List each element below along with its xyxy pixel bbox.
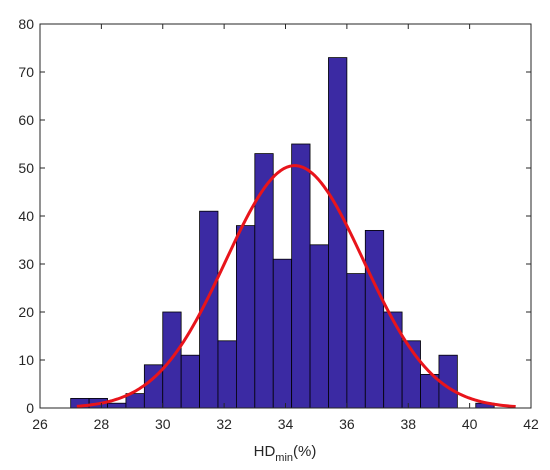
y-tick-label-5: 50 <box>18 160 34 176</box>
histogram-bar-8 <box>217 340 237 409</box>
histogram-bar-16 <box>364 229 385 409</box>
histogram-bar-15 <box>346 273 366 409</box>
normal-fit-curve <box>76 164 516 409</box>
y-tick-label-2: 20 <box>18 304 34 320</box>
y-tick-label-3: 30 <box>18 256 34 272</box>
x-axis-label-suffix: (%) <box>293 443 316 460</box>
x-axis-label: HDmin(%) <box>254 443 317 464</box>
x-tick-label-3: 32 <box>216 416 232 432</box>
y-tick-label-6: 60 <box>18 112 34 128</box>
x-tick-label-7: 40 <box>462 416 478 432</box>
histogram-bar-6 <box>180 354 200 409</box>
histogram-bar-12 <box>291 143 311 409</box>
histogram-bar-9 <box>235 225 256 409</box>
x-tick-label-1: 28 <box>94 416 110 432</box>
y-tick-label-7: 70 <box>18 64 34 80</box>
x-tick-label-5: 36 <box>339 416 355 432</box>
x-tick-label-2: 30 <box>155 416 171 432</box>
histogram-bar-17 <box>383 311 403 409</box>
histogram-bar-14 <box>328 57 348 409</box>
x-axis-ticks: 26 28 30 32 34 36 38 40 42 <box>32 24 539 432</box>
y-tick-label-8: 80 <box>18 16 34 32</box>
x-tick-label-0: 26 <box>32 416 48 432</box>
x-tick-label-6: 38 <box>400 416 416 432</box>
y-tick-label-1: 10 <box>18 352 34 368</box>
x-axis-label-main: HD <box>254 443 276 460</box>
y-tick-label-0: 0 <box>26 400 34 416</box>
x-tick-label-4: 34 <box>278 416 294 432</box>
histogram-bar-13 <box>309 244 329 409</box>
histogram-bar-11 <box>272 258 293 409</box>
x-axis-label-subscript: min <box>275 452 293 464</box>
y-tick-label-4: 40 <box>18 208 34 224</box>
histogram-bar-2 <box>107 402 127 409</box>
x-tick-label-8: 42 <box>523 416 539 432</box>
y-axis-ticks: 0 10 20 30 40 50 60 70 80 <box>18 16 531 416</box>
histogram-bar-10 <box>254 153 274 409</box>
